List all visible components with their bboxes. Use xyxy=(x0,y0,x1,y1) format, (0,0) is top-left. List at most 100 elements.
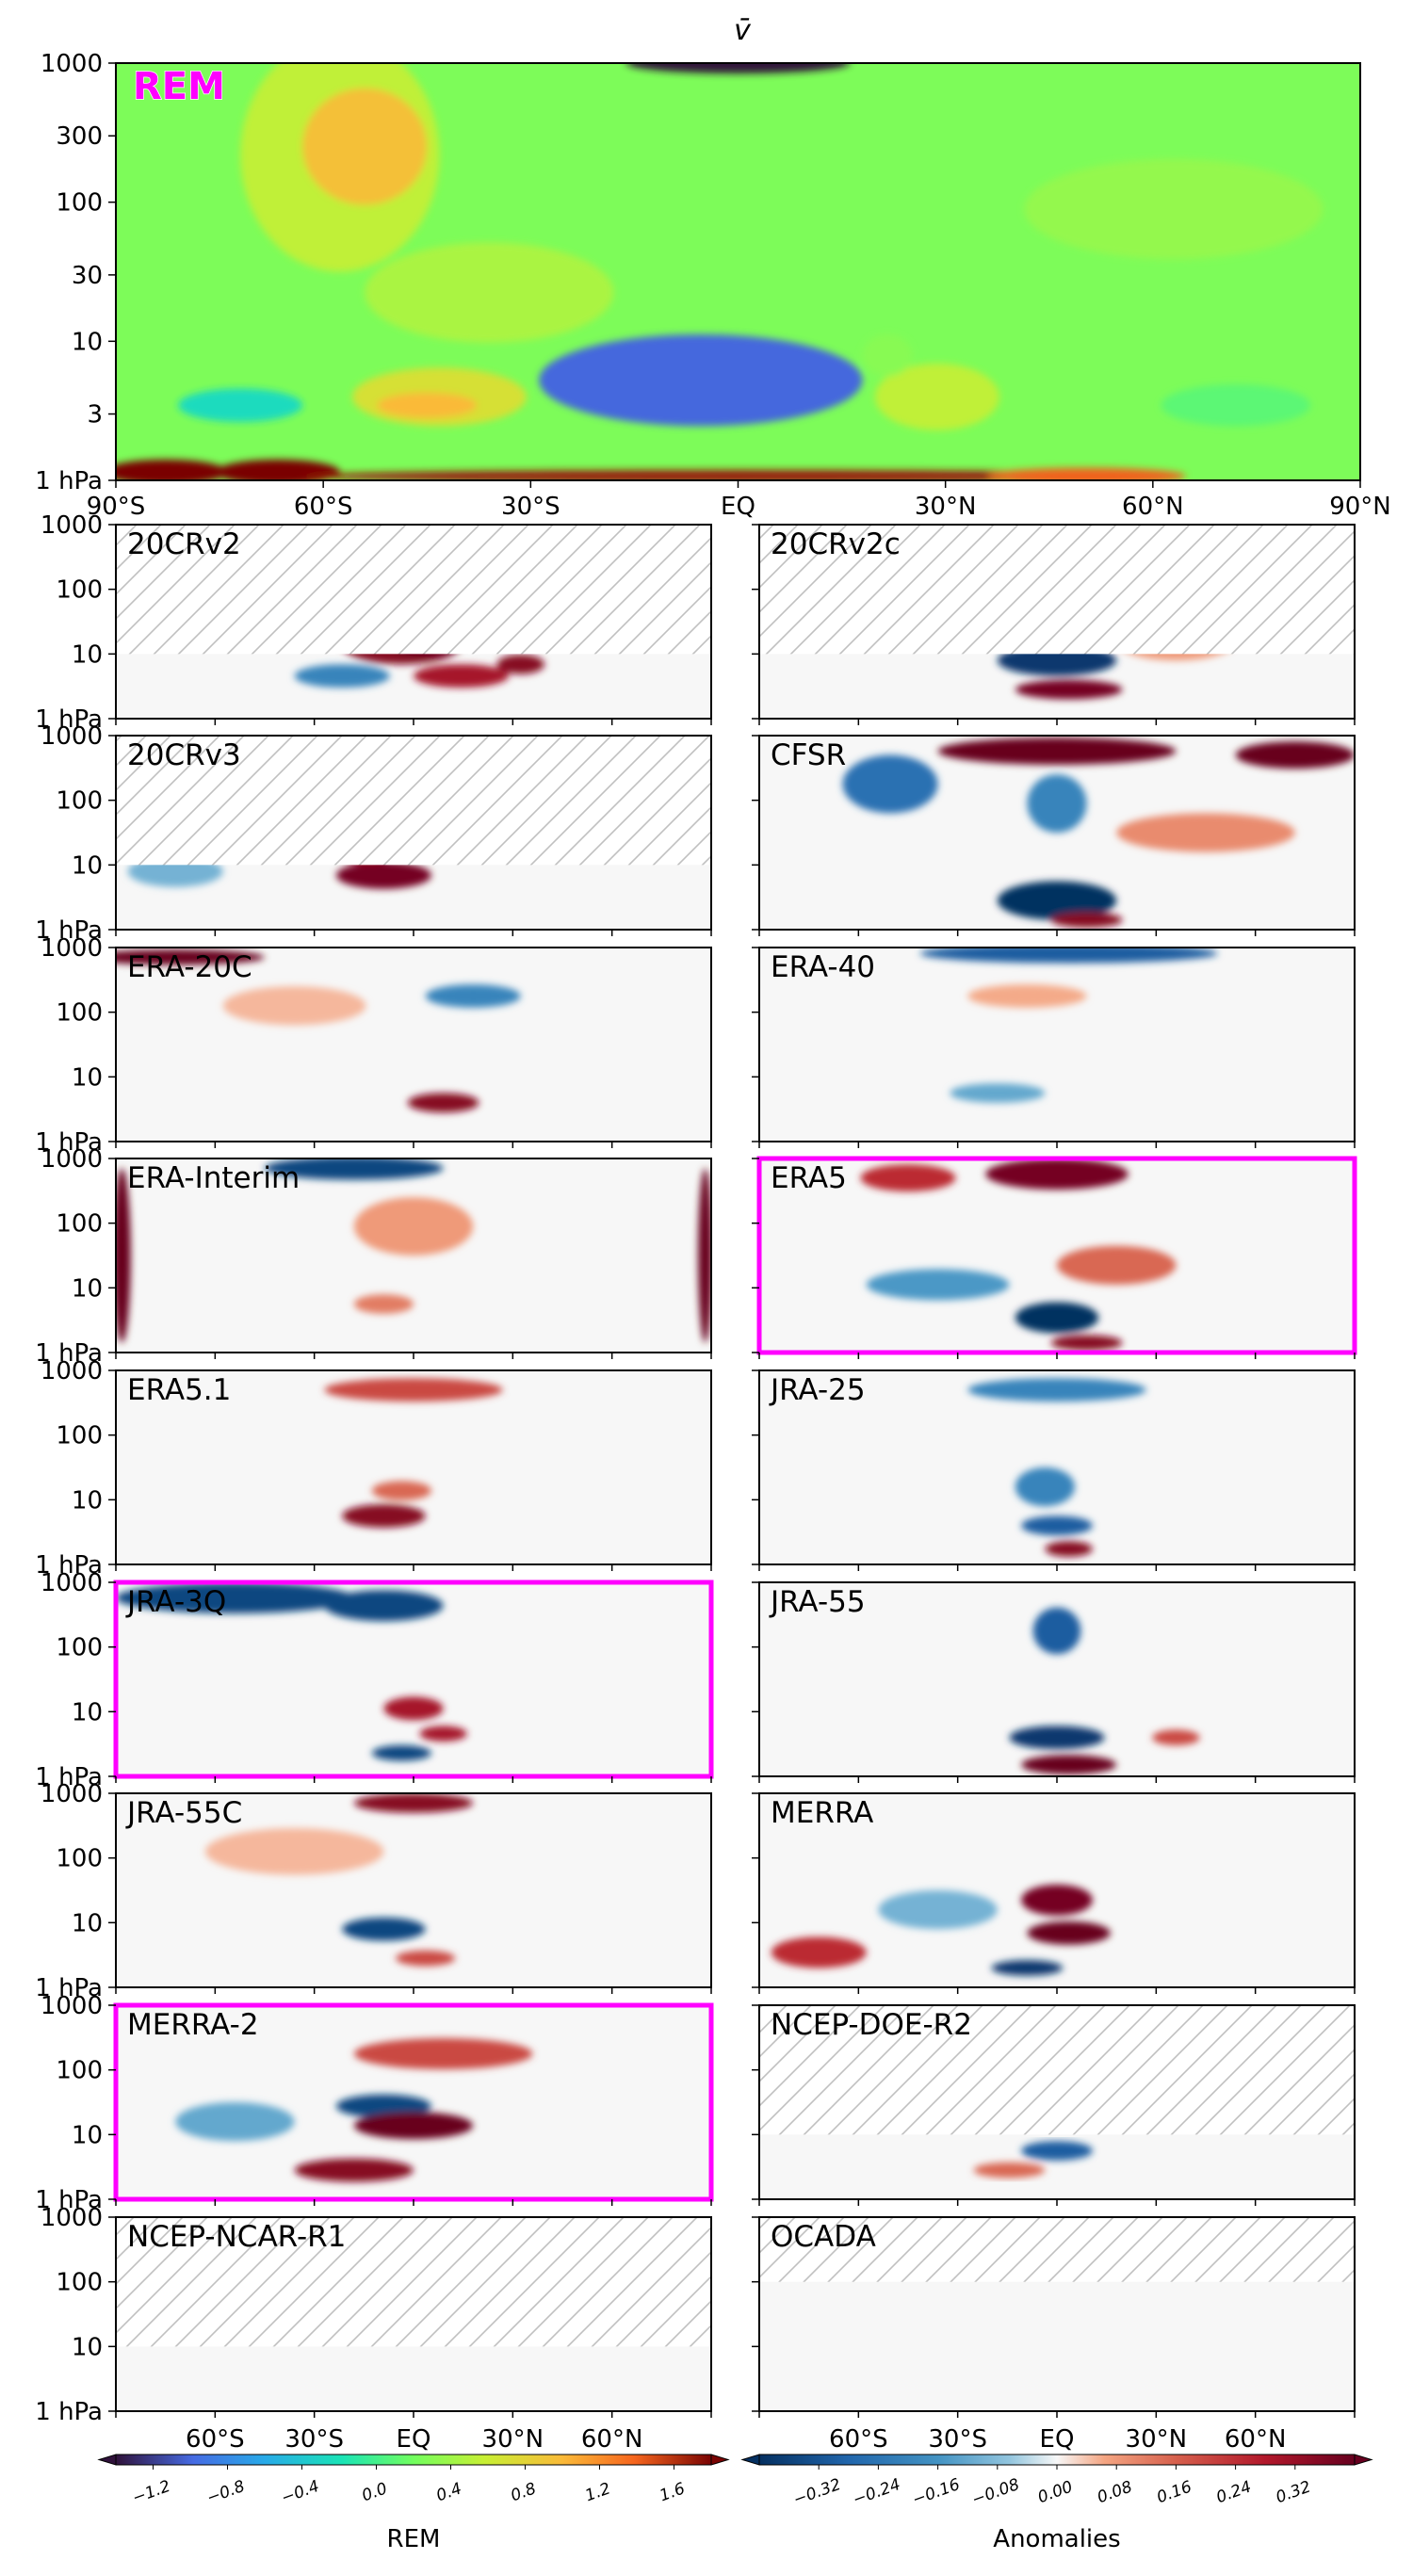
y-tick-label: 1 hPa xyxy=(35,1763,103,1791)
y-tick-label: 1000 xyxy=(41,934,103,963)
figure-title: v̄ xyxy=(734,14,752,47)
y-tick-label: 10 xyxy=(72,851,103,880)
colorbar-tick-label: 0.08 xyxy=(1095,2477,1135,2507)
panel-NCEP-NCAR-R1: NCEP-NCAR-R1 1 hPa 10 100 1000 60°S 30°S EQ 30°N… xyxy=(35,2204,712,2454)
heatmap-background xyxy=(116,1370,711,1564)
panel-CFSR: CFSR xyxy=(752,735,1356,936)
y-tick-label: 1 hPa xyxy=(35,2398,103,2426)
x-tick-label: 30°S xyxy=(928,2425,987,2454)
heatmap-background xyxy=(759,948,1355,1142)
colorbar-tick-label: −0.16 xyxy=(910,2475,963,2510)
x-tick-label: 30°S xyxy=(284,2425,344,2454)
panel-label: ERA-20C xyxy=(127,950,252,984)
y-tick-label: 10 xyxy=(72,1063,103,1092)
panel-label: JRA-3Q xyxy=(125,1585,226,1619)
y-tick-label: 3 xyxy=(87,401,103,429)
y-tick-label: 100 xyxy=(56,2057,103,2085)
y-tick-label: 1000 xyxy=(41,511,103,540)
panel-label: OCADA xyxy=(771,2220,876,2254)
no-data-hatch xyxy=(759,2217,1355,2282)
y-tick-label: 1 hPa xyxy=(35,1974,103,2002)
y-tick-label: 1000 xyxy=(41,1780,103,1808)
y-tick-label: 1000 xyxy=(41,1569,103,1597)
y-tick-label: 10 xyxy=(72,1274,103,1303)
y-tick-label: 100 xyxy=(56,189,103,218)
panel-label: REM xyxy=(133,65,225,108)
heatmap-background xyxy=(116,1158,711,1353)
panel-label: 20CRv3 xyxy=(127,738,241,772)
panel-NCEP-DOE-R2: NCEP-DOE-R2 xyxy=(752,2004,1356,2206)
y-tick-label: 100 xyxy=(56,1634,103,1662)
panel-label: 20CRv2c xyxy=(771,527,901,561)
y-tick-label: 1 hPa xyxy=(35,916,103,945)
colorbar-tick-label: −1.2 xyxy=(130,2477,173,2508)
colorbar-tick-label: 1.6 xyxy=(658,2479,688,2505)
x-tick-label: 30°N xyxy=(1126,2425,1188,2454)
panel-20CRv2c: 20CRv2c xyxy=(752,524,1356,725)
y-tick-label: 10 xyxy=(72,640,103,669)
colorbar-tick-label: −0.4 xyxy=(279,2477,322,2508)
y-tick-label: 1000 xyxy=(41,50,103,78)
y-tick-label: 1000 xyxy=(41,1145,103,1174)
panel-label: ERA5.1 xyxy=(127,1373,231,1407)
y-tick-label: 30 xyxy=(72,262,103,290)
panel-label: JRA-55C xyxy=(125,1796,242,1830)
no-data-hatch xyxy=(759,525,1355,655)
y-tick-label: 100 xyxy=(56,1210,103,1239)
y-tick-label: 300 xyxy=(56,122,103,151)
y-tick-label: 1 hPa xyxy=(35,1339,103,1368)
colorbar-tick-label: 0.4 xyxy=(434,2479,464,2505)
colorbar-extend-high xyxy=(710,2454,730,2466)
x-tick-label: 60°S xyxy=(829,2425,888,2454)
panel-label: NCEP-NCAR-R1 xyxy=(127,2220,346,2254)
heatmap-background xyxy=(116,948,711,1142)
colorbar-tick-label: −0.08 xyxy=(969,2475,1022,2510)
y-tick-label: 1000 xyxy=(41,1992,103,2020)
y-tick-label: 100 xyxy=(56,1845,103,1873)
x-tick-label: EQ xyxy=(1040,2425,1075,2454)
y-tick-label: 100 xyxy=(56,576,103,605)
colorbar-tick-label: 0.0 xyxy=(360,2479,390,2505)
panel-label: 20CRv2 xyxy=(127,527,241,561)
y-tick-label: 10 xyxy=(72,1698,103,1726)
y-tick-label: 1000 xyxy=(41,2204,103,2232)
no-data-hatch xyxy=(116,525,711,655)
x-tick-label: 60°N xyxy=(1122,493,1184,521)
panel-JRA-55C: JRA-55C 1 hPa 10 100 1000 xyxy=(35,1780,712,2002)
colorbar-tick-label: 0.8 xyxy=(509,2479,539,2505)
panel-REM: REM 1 hPa 3 10 30 100 300 1000 90°S 60°S 30°S EQ 30°… xyxy=(35,50,1391,521)
panel-label: JRA-25 xyxy=(769,1373,866,1407)
colorbar-tick-label: 0.24 xyxy=(1214,2477,1254,2507)
panel-MERRA-2: MERRA-2 1 hPa 10 100 1000 xyxy=(35,1992,714,2214)
x-tick-label: EQ xyxy=(721,493,755,521)
x-tick-label: 60°N xyxy=(1225,2425,1287,2454)
y-tick-label: 1 hPa xyxy=(35,2186,103,2214)
colorbar-tick-label: 1.2 xyxy=(583,2479,613,2505)
y-tick-label: 10 xyxy=(72,1909,103,1937)
panel-label: ERA-Interim xyxy=(127,1161,300,1195)
colorbar-tick-label: 0.16 xyxy=(1154,2477,1194,2507)
panel-JRA-3Q: JRA-3Q 1 hPa 10 100 1000 xyxy=(35,1569,714,1791)
colorbar-tick-label: 0.00 xyxy=(1035,2477,1075,2507)
panel-JRA-55: JRA-55 xyxy=(752,1581,1356,1783)
panel-label: MERRA-2 xyxy=(127,2008,259,2042)
no-data-hatch xyxy=(116,736,711,866)
panel-label: NCEP-DOE-R2 xyxy=(771,2008,972,2042)
x-tick-label: 60°N xyxy=(581,2425,643,2454)
panel-label: ERA-40 xyxy=(771,950,875,984)
y-tick-label: 1 hPa xyxy=(35,1128,103,1157)
y-tick-label: 1000 xyxy=(41,722,103,751)
y-tick-label: 1000 xyxy=(41,1357,103,1385)
colorbar-tick-label: 0.32 xyxy=(1274,2477,1313,2507)
y-tick-label: 10 xyxy=(72,2333,103,2361)
y-tick-label: 10 xyxy=(72,328,103,356)
colorbar-gradient xyxy=(758,2454,1356,2466)
panel-ERA-40: ERA-40 xyxy=(752,947,1356,1148)
panel-label: ERA5 xyxy=(771,1161,847,1195)
y-tick-label: 100 xyxy=(56,1422,103,1450)
y-tick-label: 1 hPa xyxy=(35,1551,103,1580)
x-tick-label: 30°N xyxy=(482,2425,544,2454)
colorbar-tick-label: −0.32 xyxy=(791,2475,844,2510)
colorbar-extend-low xyxy=(740,2454,760,2466)
panel-MERRA: MERRA xyxy=(752,1792,1356,1994)
